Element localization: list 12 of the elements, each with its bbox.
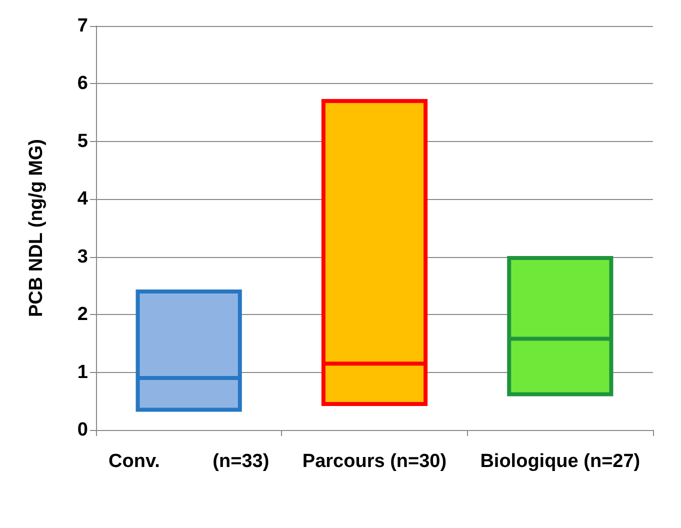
y-tick-label: 7 bbox=[77, 16, 88, 36]
x-tick-label: Conv. (n=33) bbox=[108, 451, 270, 472]
y-tick-label: 4 bbox=[77, 188, 88, 210]
y-tick-label: 6 bbox=[77, 73, 88, 94]
y-axis-title: PCB NDL (ng/g MG) bbox=[26, 138, 47, 318]
y-tick-label: 5 bbox=[77, 130, 88, 152]
y-tick-label: 2 bbox=[77, 304, 88, 326]
y-tick-label: 1 bbox=[77, 362, 88, 383]
y-tick-label: 3 bbox=[77, 246, 88, 268]
x-tick-label: Parcours (n=30) bbox=[302, 451, 447, 472]
y-tick-label: 0 bbox=[77, 420, 88, 440]
x-tick-label: Biologique (n=27) bbox=[480, 451, 640, 472]
